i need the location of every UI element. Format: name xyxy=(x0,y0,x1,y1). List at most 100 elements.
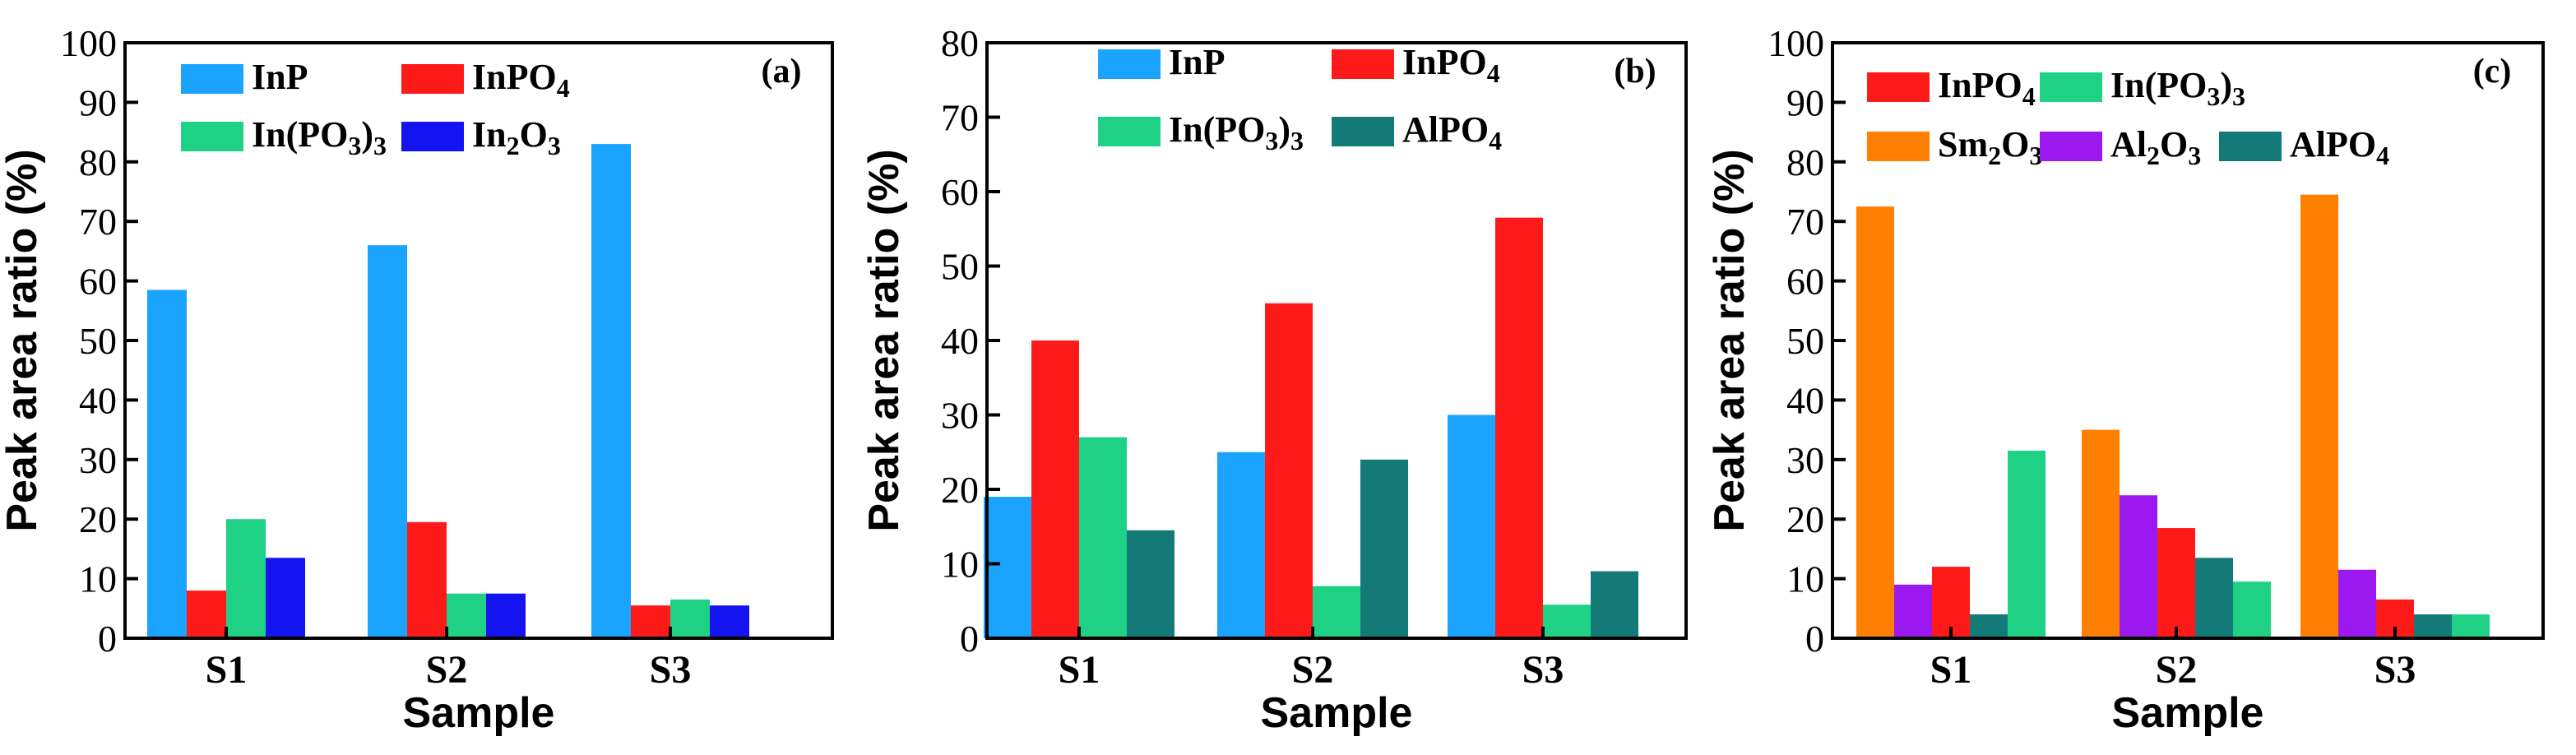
bar-s3-in2o3 xyxy=(710,605,749,638)
x-tick-label-s2: S2 xyxy=(426,648,468,692)
bar-s3-sm2o3 xyxy=(2300,194,2338,638)
bar-s2-inpo4 xyxy=(407,521,447,638)
bar-s1-inpo4 xyxy=(187,591,226,638)
legend-label: In(PO3)3 xyxy=(1169,109,1304,155)
y-tick-label: 100 xyxy=(60,22,117,64)
bar-s2-inp xyxy=(1217,452,1265,638)
panel-3: 0 10 20 30 40 50 60 70 80 90 100 S1 S2 S3 Sample Peak a… xyxy=(1706,22,2545,737)
legend-swatch xyxy=(181,122,243,151)
bar-s1-inpo4 xyxy=(1932,567,1970,638)
x-axis-title: Sample xyxy=(2112,689,2264,737)
y-tick-label: 60 xyxy=(79,261,117,303)
bar-s2-in2o3 xyxy=(486,593,526,638)
bar-s3-inp xyxy=(591,144,631,638)
y-tick-label: 80 xyxy=(79,141,117,183)
bar-s1-inpo33 xyxy=(1079,437,1127,638)
legend-swatch xyxy=(401,122,464,151)
legend-label: InP xyxy=(252,57,308,97)
y-axis-title: Peak area ratio (%) xyxy=(0,149,46,531)
x-tick-label-s2: S2 xyxy=(1292,648,1334,692)
y-tick-label: 0 xyxy=(98,618,117,660)
x-tick-label-s3: S3 xyxy=(1522,648,1564,692)
legend-label: In(PO3)3 xyxy=(252,114,387,160)
legend-label: InPO4 xyxy=(1402,42,1500,88)
x-tick-label-s2: S2 xyxy=(2156,648,2198,692)
legend-swatch xyxy=(1867,132,1930,161)
bar-s1-alpo4 xyxy=(1127,530,1174,638)
y-tick-label: 50 xyxy=(1786,320,1824,362)
bar-s3-alpo4 xyxy=(2414,614,2452,638)
bar-s1-al2o3 xyxy=(1894,584,1932,638)
bar-s2-sm2o3 xyxy=(2082,429,2120,638)
legend-label: AlPO4 xyxy=(2290,124,2389,170)
x-tick-label-s3: S3 xyxy=(650,648,692,692)
y-tick-label: 60 xyxy=(941,171,979,213)
bar-s2-alpo4 xyxy=(1360,459,1408,638)
legend-swatch xyxy=(1332,49,1394,79)
legend-label: InPO4 xyxy=(1938,65,2036,111)
legend-swatch xyxy=(1098,117,1161,146)
bar-s1-inp xyxy=(984,497,1031,638)
x-tick-label-s3: S3 xyxy=(2374,648,2416,692)
y-tick-label: 60 xyxy=(1786,261,1824,303)
y-tick-label: 70 xyxy=(941,97,979,139)
y-tick-label: 50 xyxy=(941,246,979,288)
bar-s2-inpo4 xyxy=(1265,303,1313,638)
y-tick-label: 70 xyxy=(1786,201,1824,243)
x-axis-title: Sample xyxy=(403,689,555,737)
legend: InP InPO4 In(PO3)3 AlPO4 xyxy=(1098,42,1502,155)
y-tick-label: 70 xyxy=(79,201,117,243)
y-tick-label: 10 xyxy=(941,544,979,586)
y-tick-label: 30 xyxy=(941,395,979,437)
panel-label: (b) xyxy=(1614,53,1656,90)
legend-swatch xyxy=(1332,117,1394,146)
x-axis-title: Sample xyxy=(1261,689,1413,737)
y-tick-label: 50 xyxy=(79,320,117,362)
y-axis-title: Peak area ratio (%) xyxy=(1706,149,1754,531)
bar-s2-inpo33 xyxy=(447,593,486,638)
y-tick-label: 40 xyxy=(941,320,979,362)
y-tick-label: 40 xyxy=(1786,379,1824,421)
y-tick-label: 80 xyxy=(941,22,979,64)
legend: InP InPO4 In(PO3)3 In2O3 xyxy=(181,57,570,160)
bar-s2-inpo33 xyxy=(2233,581,2271,638)
y-tick-label: 10 xyxy=(79,558,117,600)
y-tick-label: 90 xyxy=(1786,81,1824,123)
bar-s1-inpo4 xyxy=(1031,340,1079,638)
legend-label: In(PO3)3 xyxy=(2110,65,2245,111)
y-tick-label: 30 xyxy=(79,439,117,481)
bar-s1-inpo33 xyxy=(226,519,266,638)
y-tick-label: 80 xyxy=(1786,141,1824,183)
y-tick-label: 10 xyxy=(1786,558,1824,600)
legend-label: AlPO4 xyxy=(1402,109,1502,155)
y-tick-label: 20 xyxy=(79,498,117,540)
x-tick-label-s1: S1 xyxy=(1930,648,1972,692)
legend-swatch xyxy=(2219,132,2282,161)
legend-swatch xyxy=(2040,72,2102,102)
y-tick-label: 20 xyxy=(941,469,979,511)
panel-label: (c) xyxy=(2473,53,2512,90)
bar-s3-inpo33 xyxy=(1543,604,1591,638)
legend-label: InP xyxy=(1169,42,1225,82)
legend-label: InPO4 xyxy=(472,57,570,103)
legend-label: In2O3 xyxy=(472,114,561,160)
legend-swatch xyxy=(2040,132,2102,161)
panel-label: (a) xyxy=(762,53,802,90)
legend-swatch xyxy=(1867,72,1930,102)
legend: InPO4 In(PO3)3 Sm2O3 Al2O3 AlPO4 xyxy=(1867,65,2389,170)
y-tick-label: 30 xyxy=(1786,439,1824,481)
y-tick-label: 100 xyxy=(1768,22,1824,64)
bar-s2-al2o3 xyxy=(2120,495,2157,638)
bar-s3-inpo4 xyxy=(1495,217,1543,638)
bar-s3-inp xyxy=(1448,415,1495,638)
legend-swatch xyxy=(1098,49,1161,79)
legend-swatch xyxy=(181,64,243,94)
bar-s3-inpo4 xyxy=(631,605,670,638)
bar-s1-in2o3 xyxy=(266,558,305,638)
bar-s1-sm2o3 xyxy=(1856,206,1894,639)
y-tick-label: 90 xyxy=(79,81,117,123)
legend-label: Al2O3 xyxy=(2110,124,2201,170)
bar-s1-inp xyxy=(147,289,187,638)
panel-2: 0 10 20 30 40 50 60 70 80 S1 S2 S3 Sample Peak area r… xyxy=(860,22,1688,737)
